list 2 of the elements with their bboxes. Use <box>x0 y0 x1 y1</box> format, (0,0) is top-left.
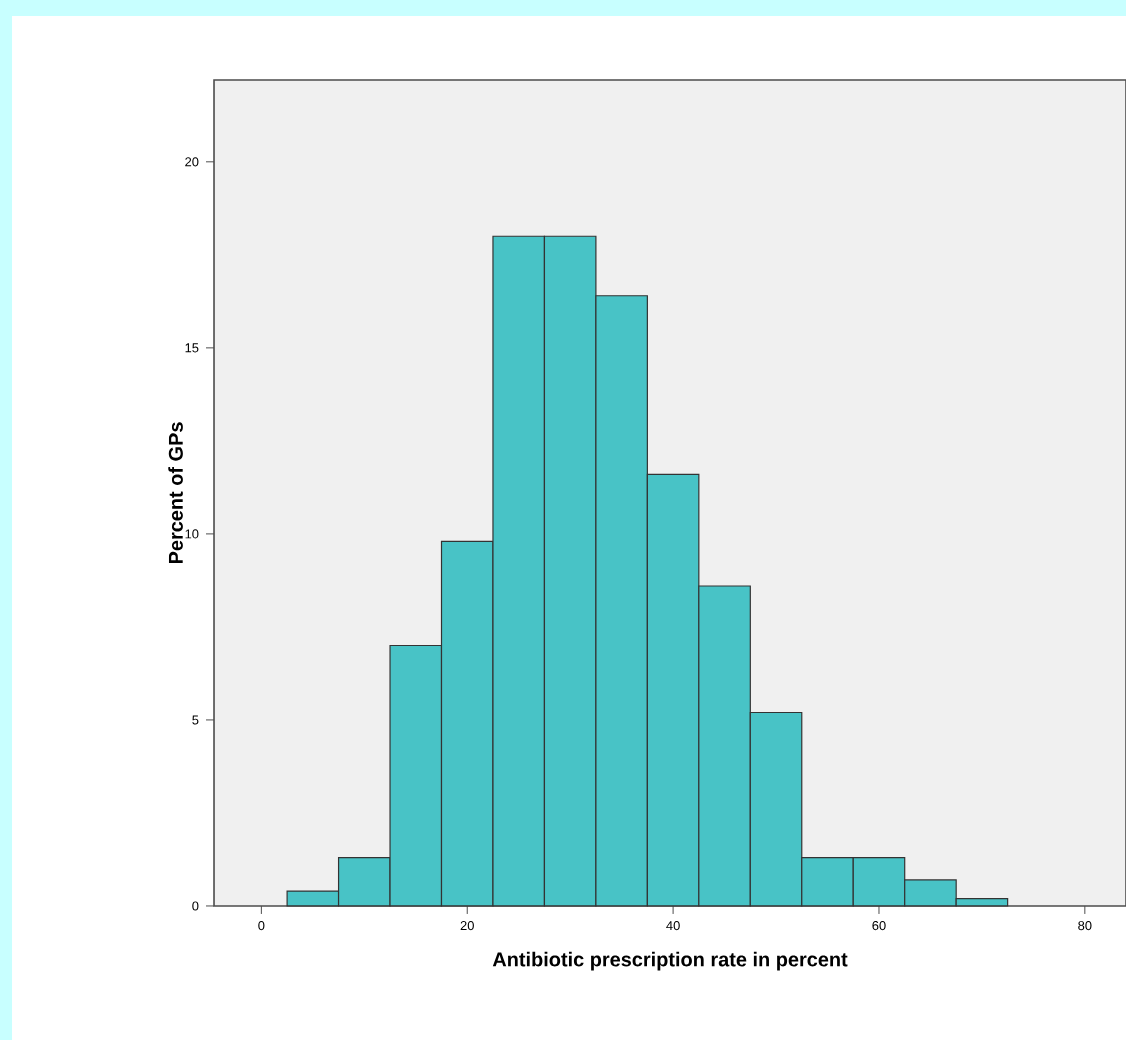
y-axis-title: Percent of GPs <box>168 422 183 564</box>
x-axis-title: Antibiotic prescription rate in percent <box>492 951 848 971</box>
